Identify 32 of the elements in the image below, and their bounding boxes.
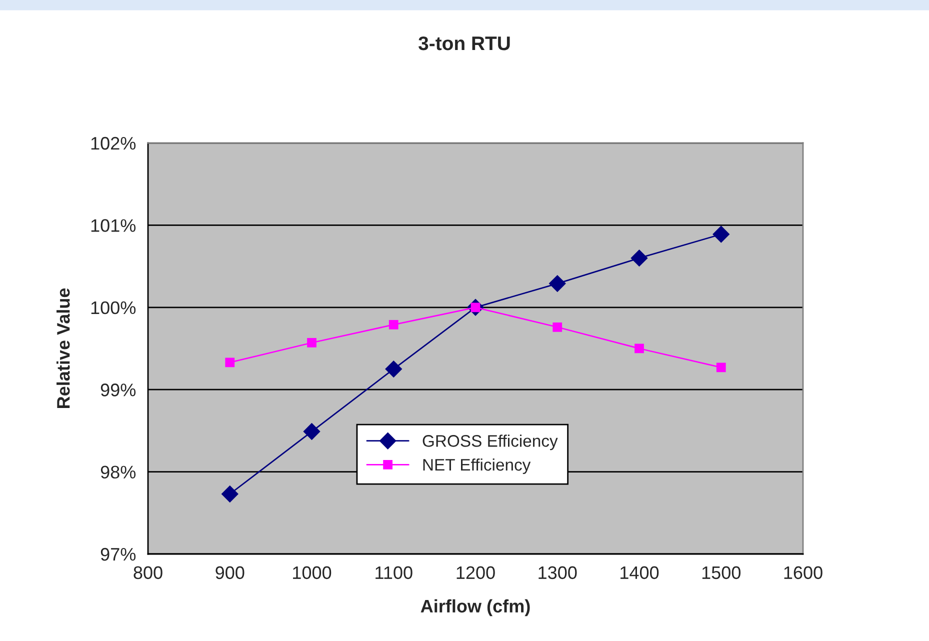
x-tick-label: 1000 xyxy=(293,566,332,580)
x-tick-label: 900 xyxy=(216,566,244,580)
point xyxy=(630,250,648,266)
x-tick-label: 800 xyxy=(134,566,162,580)
point xyxy=(716,362,726,372)
x-tick-label: 1300 xyxy=(538,566,577,580)
point xyxy=(385,360,402,378)
legend-label: NET Efficiency xyxy=(423,458,531,474)
point xyxy=(225,358,235,368)
x-tick-label: 1100 xyxy=(376,566,412,580)
point xyxy=(307,338,316,348)
x-tick-label: 1600 xyxy=(784,566,822,580)
point xyxy=(552,322,562,332)
legend-label: GROSS Efficiency xyxy=(422,434,558,450)
point xyxy=(634,344,644,354)
y-tick-label: 97% xyxy=(100,548,136,561)
point xyxy=(388,320,398,330)
x-axis-title: Airflow (cfm) xyxy=(420,599,530,616)
y-axis-title: Relative Value xyxy=(56,288,70,408)
point xyxy=(712,226,730,243)
y-tick-label: 99% xyxy=(100,384,136,396)
x-tick-label: 1200 xyxy=(456,566,495,580)
y-tick-label: 102% xyxy=(91,136,136,150)
y-tick-label: 100% xyxy=(91,301,136,314)
y-tick-label: 101% xyxy=(91,219,136,232)
x-tick-label: 1500 xyxy=(702,566,741,580)
chart-title: 3-ton RTU xyxy=(418,36,510,50)
y-tick-label: 98% xyxy=(100,466,136,479)
point xyxy=(303,423,320,440)
point xyxy=(222,486,238,502)
point xyxy=(549,275,566,292)
x-tick-label: 1400 xyxy=(620,566,659,580)
